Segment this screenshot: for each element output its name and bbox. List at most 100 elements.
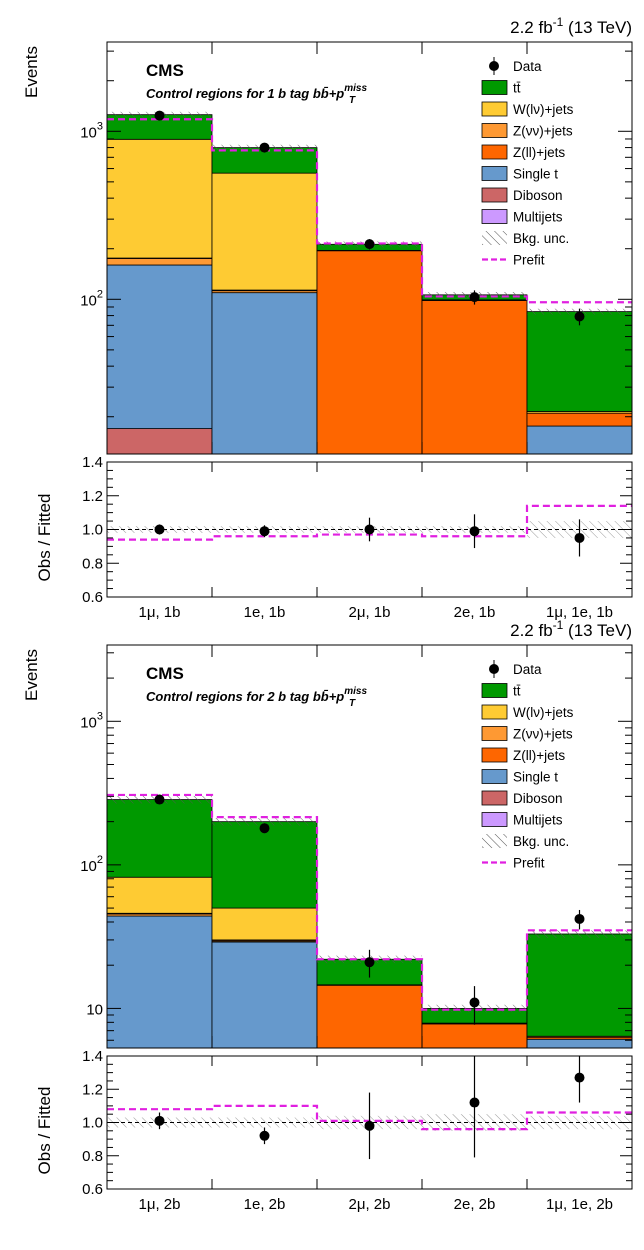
- ratio-point: [364, 524, 375, 535]
- legend-item-data: Data: [489, 660, 542, 678]
- prefit-line: [107, 793, 632, 1011]
- ratio-panel: 0.6 0.8 1.0 1.2 1.4 Obs / Fitted 1μ, 2b 1e, 2b 2…: [35, 1048, 633, 1213]
- ratio-y-tick-label: 1.0: [82, 1115, 103, 1132]
- legend-label: Multijets: [513, 813, 563, 828]
- ratio-y-tick-label: 1.0: [82, 522, 103, 539]
- legend-swatch: [481, 209, 508, 224]
- legend-swatch: [481, 769, 508, 784]
- ratio-point: [574, 532, 585, 543]
- bar-zll: [526, 412, 633, 427]
- legend-item-zvv: Z(νν)+jets: [481, 123, 573, 139]
- legend-label: Prefit: [513, 856, 545, 871]
- ratio-y-axis-title: Obs / Fitted: [35, 1087, 54, 1175]
- legend-swatch: [481, 166, 508, 181]
- bar-zll: [421, 1023, 528, 1049]
- data-point: [574, 913, 585, 924]
- region-label: Control regions for 1 b tag bb̄+pmiss T: [146, 83, 367, 106]
- bkg-unc-band: [212, 818, 317, 826]
- ratio-y-tick-label: 1.2: [82, 1081, 103, 1098]
- legend-label: Z(ll)+jets: [513, 145, 565, 160]
- legend-item-multijets: Multijets: [481, 812, 563, 828]
- legend-item-prefit: Prefit: [482, 856, 545, 871]
- ratio-point: [469, 526, 480, 537]
- bar-singlet: [211, 941, 318, 1049]
- ratio-point: [154, 1115, 165, 1126]
- category-label: 2e, 2b: [454, 1196, 496, 1213]
- legend-label: Z(νν)+jets: [513, 727, 573, 742]
- experiment-label: CMS: [146, 664, 184, 683]
- legend-swatch: [481, 726, 508, 741]
- legend-swatch: [481, 123, 508, 138]
- ratio-y-tick-label: 0.8: [82, 555, 103, 572]
- ratio-y-axis-title: Obs / Fitted: [35, 494, 54, 582]
- legend-label: W(lν)+jets: [513, 102, 574, 117]
- legend-swatch: [481, 683, 508, 698]
- data-point: [154, 110, 165, 121]
- bar-zll: [316, 250, 423, 455]
- legend-label: Diboson: [513, 791, 563, 806]
- ratio-panel: 0.6 0.8 1.0 1.2 1.4 Obs / Fitted 1μ, 1b 1e, 1b 2…: [35, 454, 633, 621]
- data-point: [469, 292, 480, 303]
- ratio-point: [574, 1072, 585, 1083]
- category-label: 2μ, 1b: [348, 604, 390, 621]
- bar-zll: [316, 984, 423, 1049]
- legend-item-wjets: W(lν)+jets: [481, 101, 574, 117]
- bar-singlet: [106, 915, 213, 1049]
- legend-label: W(lν)+jets: [513, 705, 574, 720]
- legend-item-singlet: Single t: [481, 769, 558, 785]
- ratio-point: [259, 526, 270, 537]
- legend-label: Diboson: [513, 188, 563, 203]
- category-label: 1μ, 1e, 2b: [546, 1196, 613, 1213]
- y-tick-label: 103: [80, 710, 103, 731]
- bar-singlet: [106, 264, 213, 429]
- legend-swatch: [481, 790, 508, 806]
- legend-label: Z(νν)+jets: [513, 124, 573, 139]
- bar-wjets: [211, 172, 318, 291]
- legend-label: Single t: [513, 770, 558, 785]
- chart-panel-1b: 2.2 fb-1 (13 TeV) Events 103 102 CMS Control …: [22, 15, 633, 621]
- legend-item-wjets: W(lν)+jets: [481, 704, 574, 720]
- ratio-y-tick-label: 0.6: [82, 1181, 103, 1198]
- legend-swatch: [482, 834, 507, 848]
- y-tick-label: 10: [86, 1001, 103, 1018]
- data-point: [574, 311, 585, 322]
- legend-item-ttbar: tt̄: [481, 683, 521, 699]
- bar-singlet: [526, 425, 633, 455]
- bar-wjets: [106, 138, 213, 259]
- legend-label: Prefit: [513, 253, 545, 268]
- bar-singlet: [211, 292, 318, 455]
- data-point: [364, 957, 375, 968]
- y-tick-label: 102: [80, 854, 103, 875]
- data-point: [469, 997, 480, 1008]
- category-label: 1e, 2b: [244, 1196, 286, 1213]
- legend-item-zll: Z(ll)+jets: [481, 144, 565, 160]
- legend-label: Bkg. unc.: [513, 231, 569, 246]
- legend-label: tt̄: [513, 684, 521, 699]
- bar-zvv: [106, 258, 213, 266]
- bar-ttbar: [526, 311, 633, 412]
- legend-label: Data: [513, 662, 542, 677]
- category-label: 2e, 1b: [454, 604, 496, 621]
- y-axis-title: Events: [22, 649, 41, 701]
- legend-label: Data: [513, 59, 542, 74]
- bkg-unc-band: [527, 930, 632, 938]
- category-label: 1μ, 2b: [138, 1196, 180, 1213]
- ratio-point: [259, 1130, 270, 1141]
- bar-singlet: [526, 1038, 633, 1049]
- y-tick-label: 103: [80, 120, 103, 141]
- ratio-y-tick-label: 0.6: [82, 589, 103, 606]
- legend-swatch: [481, 812, 508, 827]
- legend-label: Single t: [513, 167, 558, 182]
- legend-swatch: [481, 144, 508, 160]
- ratio-y-tick-label: 1.4: [82, 1048, 103, 1065]
- luminosity-label: 2.2 fb-1 (13 TeV): [510, 618, 632, 640]
- category-label: 2μ, 2b: [348, 1196, 390, 1213]
- legend-swatch: [482, 231, 507, 245]
- data-point: [259, 142, 270, 153]
- bar-diboson: [106, 428, 213, 455]
- stack-group: [106, 799, 633, 1049]
- bar-zll: [421, 300, 528, 455]
- legend-item-multijets: Multijets: [481, 209, 563, 225]
- bar-ttbar: [211, 821, 318, 909]
